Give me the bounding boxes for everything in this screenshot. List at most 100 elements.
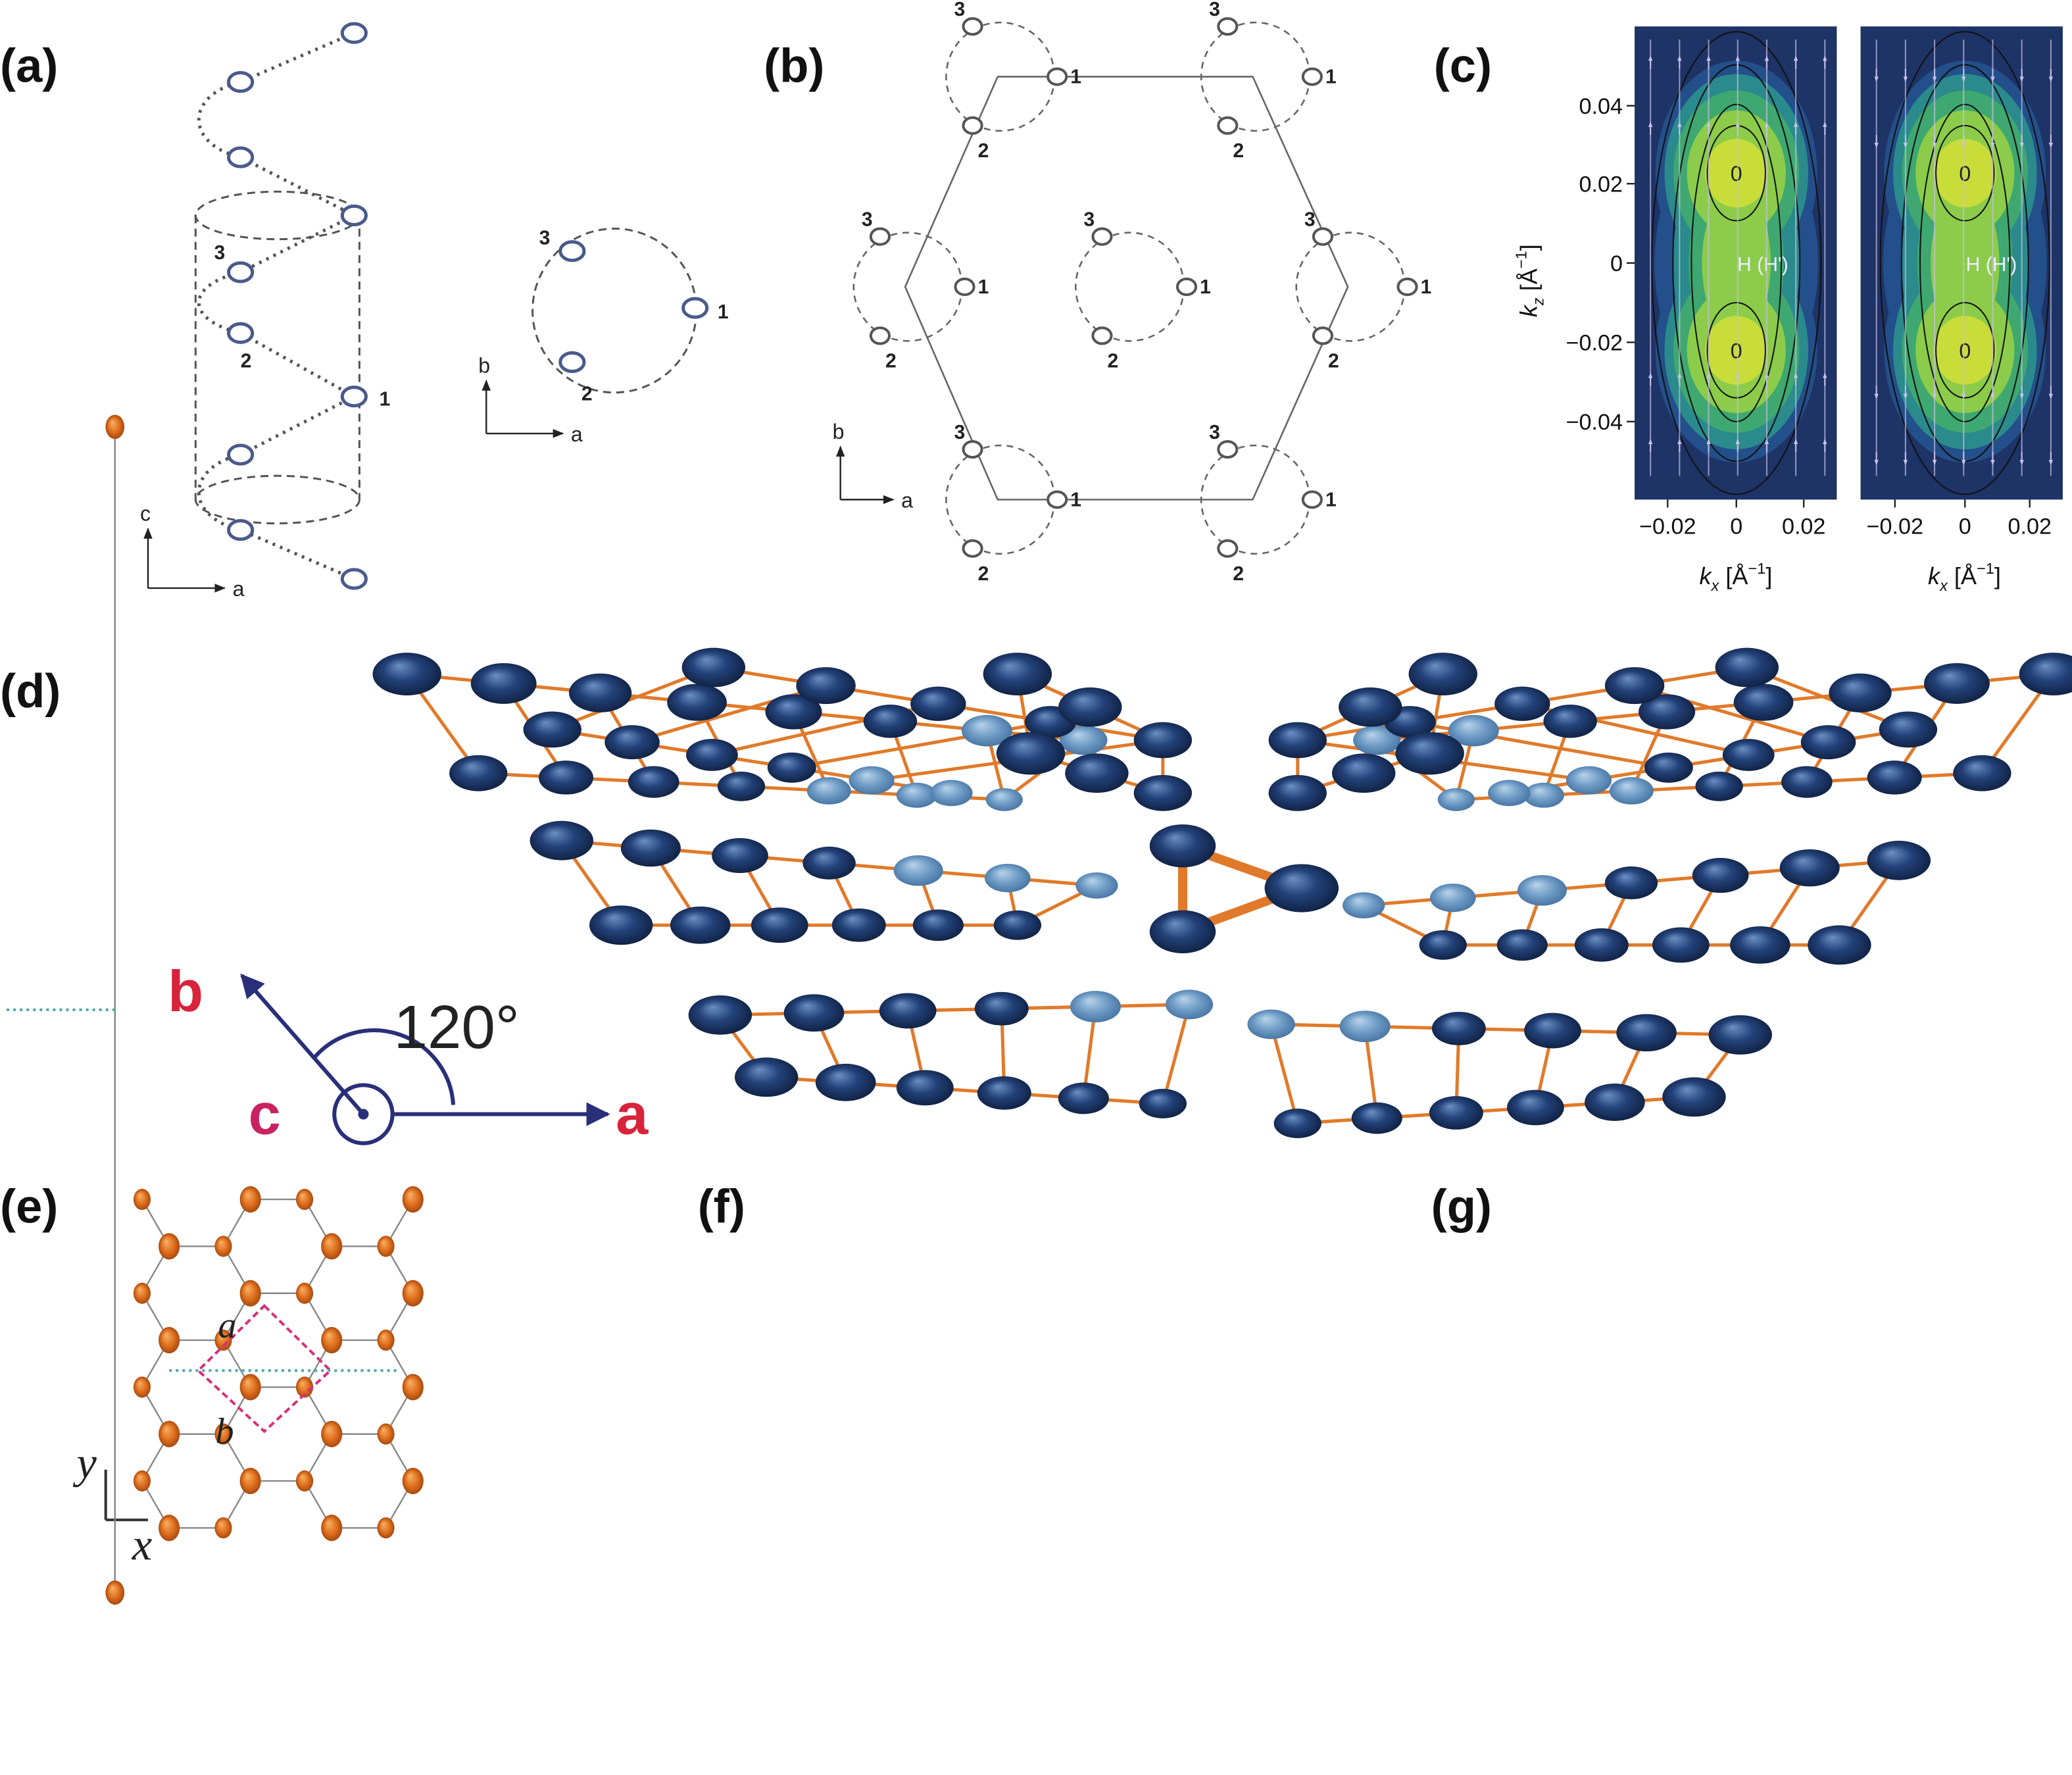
- sphere: [1408, 653, 1477, 695]
- ellipse: [1312, 227, 1334, 246]
- label: 2: [1328, 350, 1339, 372]
- ellipse: [321, 1420, 343, 1447]
- unit: [Å: [1719, 562, 1748, 589]
- sphere: [681, 647, 746, 688]
- bond: [1270, 1024, 1300, 1124]
- label: a: [218, 1305, 236, 1346]
- sphere: [977, 1076, 1031, 1110]
- ellipse: [1301, 490, 1323, 509]
- sphere: [1781, 766, 1833, 798]
- sphere: [1604, 667, 1665, 705]
- ellipse: [194, 190, 360, 241]
- label: 2: [1233, 140, 1244, 162]
- ellipse: [1091, 227, 1113, 246]
- sphere: [712, 838, 768, 874]
- sphere: [1165, 989, 1214, 1020]
- ellipse: [1919, 103, 2011, 422]
- label: 1: [1421, 276, 1432, 298]
- sphere: [1604, 866, 1658, 899]
- axis-label: kx [Å−1]: [1699, 560, 1772, 594]
- label: (d): [0, 665, 61, 718]
- sphere: [993, 910, 1042, 940]
- sphere: [831, 908, 886, 942]
- label: 1: [1325, 66, 1337, 88]
- sphere: [1506, 1089, 1564, 1126]
- ellipse: [227, 519, 255, 541]
- sphere: [568, 673, 632, 712]
- sphere: [1060, 725, 1108, 755]
- superscript: −1: [1977, 560, 1994, 577]
- hexagon: [904, 76, 1349, 501]
- label: 3: [862, 209, 873, 231]
- symbol: k: [1699, 562, 1712, 589]
- ellipse: [340, 386, 368, 408]
- sphere: [984, 864, 1031, 893]
- ellipse: [1175, 277, 1198, 297]
- sphere: [1429, 884, 1476, 913]
- sphere: [983, 653, 1052, 695]
- label: 1: [1200, 276, 1211, 298]
- unit-end: ]: [1765, 562, 1772, 589]
- ellipse: [1935, 124, 1995, 222]
- ellipse: [159, 1326, 180, 1354]
- ellipse: [239, 1467, 261, 1495]
- ellipse: [227, 443, 255, 466]
- ellipse: [227, 322, 255, 344]
- ellipse: [1217, 439, 1239, 459]
- ellipse: [239, 1280, 261, 1307]
- ellipse: [1879, 31, 2050, 495]
- ellipse: [227, 70, 255, 93]
- ellipse: [296, 1282, 314, 1304]
- circle: [332, 1083, 395, 1145]
- sphere: [1075, 872, 1118, 899]
- bond: [1161, 1004, 1191, 1105]
- circle: [531, 228, 698, 394]
- ellipse: [402, 1467, 424, 1495]
- sphere: [863, 705, 918, 738]
- label: 3: [954, 0, 965, 20]
- label: −0.04: [1566, 410, 1623, 435]
- sphere: [1722, 739, 1775, 771]
- ellipse: [1704, 316, 1768, 385]
- ellipse: [1312, 326, 1334, 345]
- sphere: [1779, 849, 1840, 887]
- sphere: [1065, 753, 1129, 793]
- ellipse: [227, 146, 255, 168]
- label: −0.02: [1566, 330, 1623, 355]
- sphere: [1488, 780, 1531, 807]
- unit: [Å: [1515, 268, 1542, 297]
- sphere: [1437, 788, 1475, 811]
- sphere: [1543, 705, 1597, 738]
- sphere: [1058, 687, 1122, 727]
- sphere: [523, 711, 581, 748]
- ellipse: [133, 1282, 151, 1304]
- ellipse: [133, 1376, 151, 1398]
- ellipse: [1396, 277, 1418, 297]
- label: 2: [1233, 563, 1244, 585]
- ellipse: [227, 261, 255, 284]
- sphere: [1523, 782, 1564, 808]
- sphere: [1139, 1089, 1187, 1118]
- sphere: [1585, 1084, 1645, 1121]
- label: (a): [0, 40, 58, 93]
- label: a: [571, 422, 583, 446]
- ellipse: [340, 204, 368, 227]
- label: a: [901, 488, 913, 512]
- sphere: [1351, 1102, 1402, 1134]
- sphere: [1058, 1082, 1109, 1114]
- label: 2: [978, 140, 989, 162]
- sphere: [1879, 711, 1938, 748]
- label: 3: [954, 422, 965, 443]
- sphere: [1343, 892, 1385, 919]
- subscript: x: [1711, 577, 1720, 594]
- ellipse: [377, 1330, 395, 1351]
- label: 0: [1730, 514, 1742, 539]
- sphere: [530, 820, 594, 861]
- label: 1: [718, 301, 729, 323]
- ellipse: [159, 1514, 180, 1541]
- ellipse: [133, 1189, 151, 1211]
- label: 0.04: [1579, 94, 1623, 119]
- sphere: [620, 829, 681, 867]
- ellipse: [402, 1186, 424, 1213]
- ellipse: [296, 1376, 314, 1398]
